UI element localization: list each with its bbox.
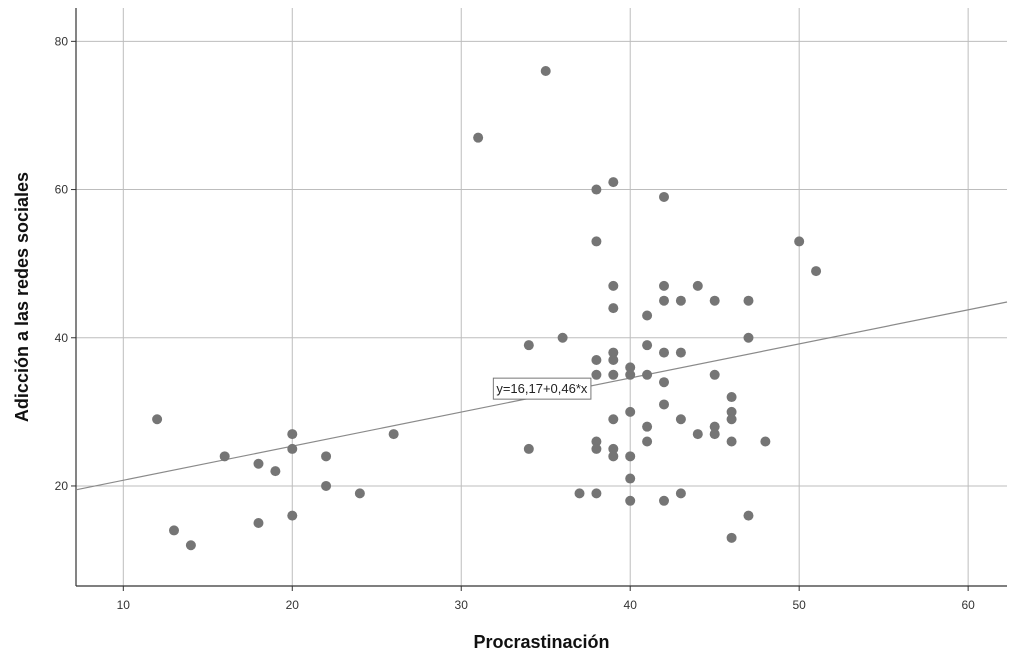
data-point (574, 488, 585, 499)
data-point (709, 429, 720, 440)
y-axis-ticks: 20 40 60 80 (55, 34, 76, 493)
data-point (185, 540, 196, 551)
data-point (642, 340, 653, 351)
data-point (726, 436, 737, 447)
x-tick-label: 20 (286, 598, 300, 612)
data-point (591, 443, 602, 454)
data-point (608, 347, 619, 358)
data-point (608, 280, 619, 291)
data-point (709, 295, 720, 306)
data-point (152, 414, 163, 425)
data-point (659, 295, 669, 306)
data-point (659, 377, 669, 388)
y-axis-title: Adicción a las redes sociales (12, 172, 32, 422)
data-point (287, 510, 298, 521)
data-point (608, 354, 619, 365)
data-point (608, 303, 619, 314)
data-point (625, 473, 636, 484)
y-tick-label: 40 (55, 331, 69, 345)
data-point (675, 414, 686, 425)
data-point (523, 340, 534, 351)
data-point (625, 369, 636, 380)
data-point (692, 429, 703, 440)
data-point (659, 280, 669, 291)
data-point (726, 414, 737, 425)
data-point (608, 369, 619, 380)
data-point (591, 369, 602, 380)
data-point (726, 532, 737, 543)
data-point (219, 451, 230, 462)
data-point (625, 406, 636, 417)
x-axis-ticks: 10 20 30 40 50 60 (117, 586, 975, 612)
data-point (608, 443, 619, 454)
data-point (354, 488, 365, 499)
data-point (659, 191, 669, 202)
data-point (608, 177, 619, 188)
data-point (659, 347, 669, 358)
data-point (642, 310, 653, 321)
x-tick-label: 30 (455, 598, 469, 612)
data-point (625, 495, 636, 506)
data-point (270, 466, 281, 477)
data-point (743, 510, 754, 521)
y-tick-label: 20 (55, 479, 69, 493)
data-point (726, 392, 737, 403)
x-tick-label: 60 (961, 598, 975, 612)
data-point (675, 347, 686, 358)
data-point (659, 399, 669, 410)
data-point (709, 369, 720, 380)
fit-equation-frame (492, 377, 592, 400)
data-point (659, 495, 669, 506)
data-point (591, 436, 602, 447)
y-tick-label: 80 (55, 34, 69, 48)
data-point (388, 429, 399, 440)
data-point (625, 362, 636, 373)
x-axis-title: Procrastinación (473, 632, 609, 652)
data-point (473, 132, 484, 143)
x-tick-label: 40 (624, 598, 638, 612)
fit-equation-label: y=16,17+0,46*x (496, 381, 588, 396)
data-point (675, 488, 686, 499)
y-tick-label: 60 (55, 183, 69, 197)
data-point (794, 236, 805, 247)
fit-equation-box: y=16,17+0,46*x (492, 377, 592, 400)
data-point (811, 266, 822, 277)
data-point (287, 443, 298, 454)
data-points (152, 65, 822, 551)
data-point (557, 332, 568, 343)
data-point (591, 354, 602, 365)
data-point (642, 369, 653, 380)
data-point (642, 436, 653, 447)
data-point (743, 332, 754, 343)
x-tick-label: 10 (117, 598, 131, 612)
data-point (608, 451, 619, 462)
gridlines (76, 8, 1007, 586)
data-point (253, 518, 264, 529)
data-point (692, 280, 703, 291)
x-tick-label: 50 (792, 598, 806, 612)
data-point (540, 65, 551, 76)
data-point (625, 451, 636, 462)
data-point (591, 236, 602, 247)
data-point (608, 414, 619, 425)
data-point (675, 295, 686, 306)
data-point (523, 443, 534, 454)
data-point (169, 525, 179, 536)
data-point (743, 295, 754, 306)
data-point (642, 421, 653, 432)
data-point (321, 451, 332, 462)
data-point (760, 436, 771, 447)
data-point (726, 406, 737, 417)
data-point (591, 488, 602, 499)
data-point (709, 421, 720, 432)
data-point (591, 184, 602, 195)
data-point (253, 458, 264, 469)
data-point (287, 429, 298, 440)
data-point (321, 480, 332, 491)
